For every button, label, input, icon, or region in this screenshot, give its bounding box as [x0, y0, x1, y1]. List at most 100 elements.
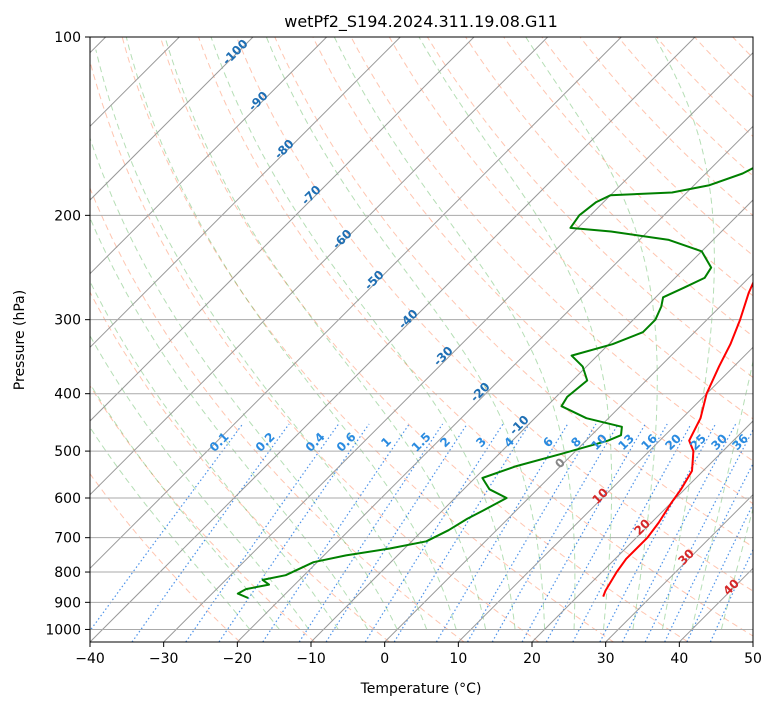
dry-adiabat: [465, 37, 753, 338]
mixing-ratio-label: 30: [708, 431, 730, 453]
isotherm: [457, 346, 753, 642]
dry-adiabat-label: -30: [431, 344, 456, 369]
dry-adiabat-label: -50: [362, 268, 387, 293]
dry-adiabat: [90, 186, 465, 642]
mixing-ratio-line: [262, 423, 410, 642]
mixing-ratio-line: [664, 462, 753, 642]
x-tick-label: −40: [75, 651, 105, 667]
background-lines: [90, 37, 775, 642]
moist-adiabat-label: 10: [589, 485, 611, 507]
dry-adiabat-label: -100: [220, 37, 251, 68]
dry-adiabat: [121, 37, 614, 642]
moist-adiabat: [90, 334, 310, 630]
series-lines: [236, 167, 753, 599]
moist-adiabat-label: 30: [675, 546, 697, 568]
mixing-ratio-line: [393, 423, 530, 642]
dry-adiabat: [274, 37, 753, 548]
isotherm: [90, 37, 696, 642]
dry-adiabat: [771, 37, 775, 642]
isotherm: [531, 420, 753, 642]
x-tick-label: 40: [670, 651, 688, 667]
dry-adiabat: [236, 37, 753, 592]
moist-adiabat: [265, 37, 546, 630]
x-tick-label: 0: [380, 651, 389, 667]
mixing-ratio-line: [325, 423, 468, 642]
mixing-ratio-line: [644, 428, 753, 642]
y-tick-label: 300: [54, 313, 81, 329]
moist-adiabat: [525, 37, 658, 630]
moist-adiabat: [90, 280, 339, 630]
y-tick-label: 800: [54, 565, 81, 581]
isotherm: [90, 37, 328, 275]
mixing-ratio-line: [521, 423, 646, 642]
mixing-ratio-line: [90, 423, 244, 632]
mixing-ratio-line: [686, 502, 753, 642]
x-tick-label: 10: [449, 651, 467, 667]
dry-adiabat: [388, 37, 753, 420]
isotherm: [752, 641, 753, 642]
dry-adiabat: [426, 37, 753, 379]
isotherm: [90, 37, 254, 201]
moist-adiabat: [90, 136, 398, 630]
mixing-ratio-line: [572, 423, 692, 642]
isotherm: [90, 37, 475, 422]
mixing-ratio-line: [298, 423, 444, 642]
dry-adiabat-label: -10: [507, 413, 532, 438]
dry-adiabat: [350, 37, 753, 462]
moist-adiabat: [691, 358, 753, 630]
isotherm: [310, 199, 753, 642]
dry-adiabat-label: -40: [396, 307, 421, 332]
mixing-ratio-line: [185, 423, 340, 642]
mixing-ratio-line: [466, 423, 597, 642]
dry-adiabat: [90, 472, 241, 642]
mixing-ratio-line: [218, 423, 370, 642]
grid: [90, 37, 753, 642]
isotherm: [90, 37, 549, 496]
isotherm: [236, 125, 753, 642]
y-axis-label: Pressure (hPa): [12, 290, 28, 390]
mixing-ratio-line: [491, 423, 619, 642]
moist-adiabat: [210, 37, 516, 630]
mixing-ratio-line: [599, 423, 717, 642]
x-tick-label: 30: [597, 651, 615, 667]
isotherm: [678, 567, 753, 642]
dry-adiabat: [541, 37, 753, 257]
dry-adiabat-label: -90: [246, 89, 271, 114]
moist-adiabat: [333, 37, 576, 630]
mixing-ratio-line: [364, 423, 504, 642]
mixing-ratio-label: 13: [615, 431, 637, 453]
dry-adiabat: [503, 37, 753, 297]
mixing-ratio-label: 3: [473, 434, 489, 450]
x-axis-label: Temperature (°C): [360, 681, 482, 697]
isotherm: [384, 272, 753, 642]
moist-adiabat: [720, 507, 753, 630]
dry-adiabat-label: -70: [299, 183, 324, 208]
dry-adiabat: [90, 384, 316, 642]
x-tick-label: −10: [296, 651, 326, 667]
x-tick-label: −30: [149, 651, 179, 667]
dry-adiabat: [694, 37, 753, 98]
moist-adiabat: [418, 37, 613, 630]
y-tick-label: 600: [54, 491, 81, 507]
moist-adiabat: [90, 216, 369, 630]
dry-adiabat-label: -20: [468, 380, 493, 405]
moist-adiabat: [654, 37, 715, 630]
isotherm: [163, 51, 753, 642]
dry-adiabat-label: -60: [330, 227, 355, 252]
y-tick-label: 1000: [45, 622, 81, 638]
moist-adiabat: [164, 37, 487, 630]
mixing-ratio-line: [131, 423, 290, 642]
moist-adiabat: [90, 382, 280, 630]
mixing-ratio-line: [621, 423, 737, 642]
moist-adiabat: [125, 37, 457, 630]
y-tick-label: 700: [54, 531, 81, 547]
dry-adiabat: [90, 59, 540, 642]
y-tick-label: 900: [54, 595, 81, 611]
mixing-ratio-label: 25: [687, 431, 709, 453]
isotherm: [90, 37, 401, 349]
mixing-ratio-label: 2: [437, 434, 453, 450]
mixing-ratio-label: 1: [378, 434, 394, 450]
temperature-line: [602, 280, 753, 597]
moist-adiabat: [90, 426, 251, 630]
